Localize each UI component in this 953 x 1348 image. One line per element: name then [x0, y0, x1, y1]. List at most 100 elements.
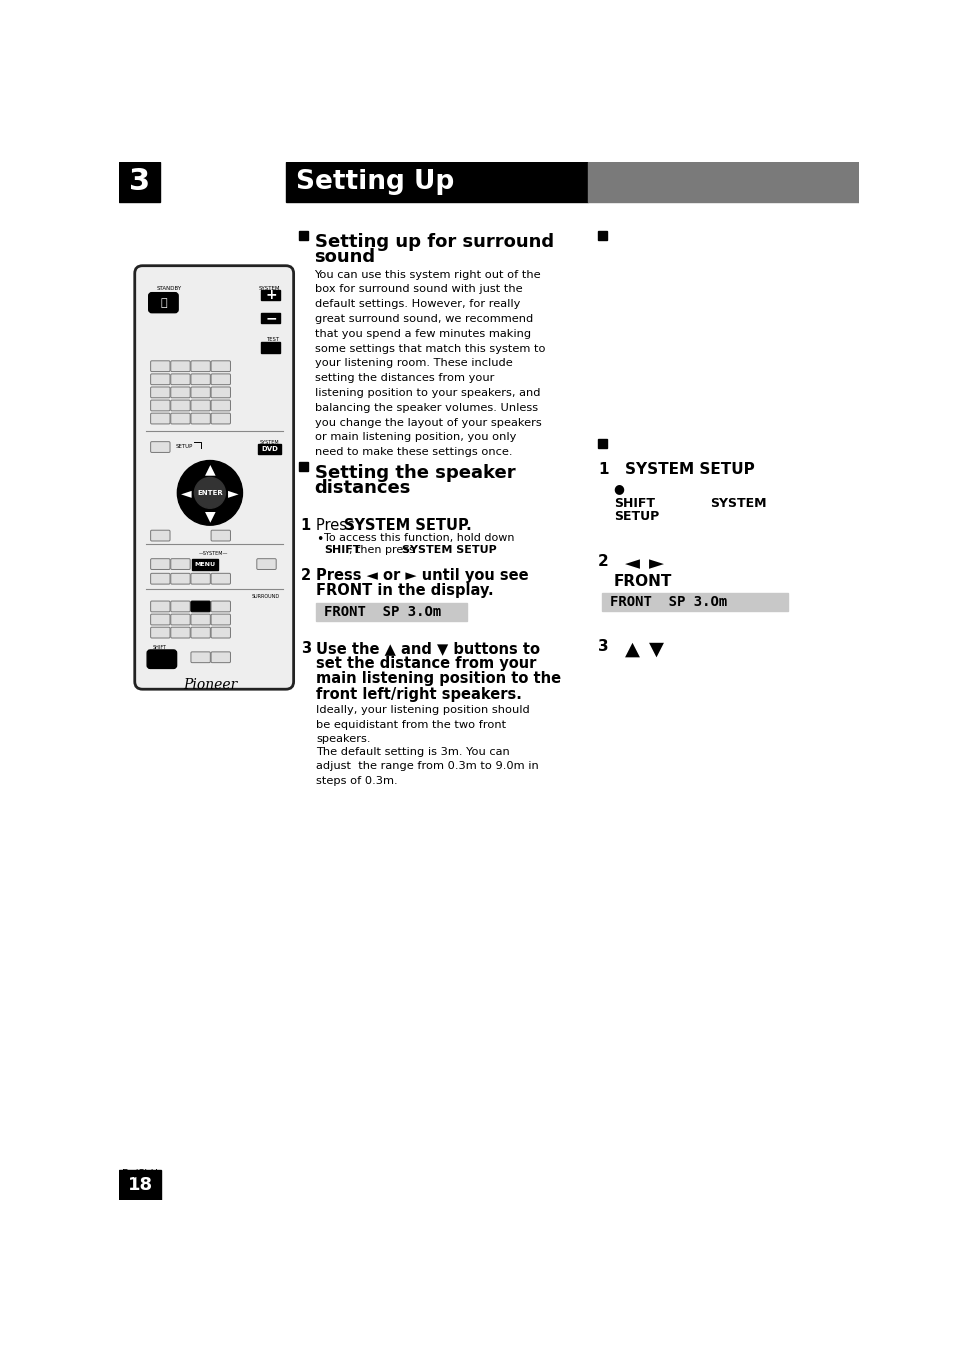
Bar: [298, 231, 308, 240]
FancyBboxPatch shape: [171, 387, 190, 398]
Text: ▲: ▲: [624, 639, 639, 658]
Text: •: •: [315, 532, 323, 546]
FancyBboxPatch shape: [191, 387, 210, 398]
Text: SYSTEM
VOL: SYSTEM VOL: [258, 287, 279, 298]
Text: 1: 1: [598, 462, 608, 477]
Text: To access this function, hold down: To access this function, hold down: [323, 532, 514, 543]
Text: ◄: ◄: [624, 554, 639, 573]
Text: MENU: MENU: [194, 562, 215, 568]
FancyBboxPatch shape: [149, 293, 178, 313]
Text: ⏻: ⏻: [160, 298, 167, 307]
Text: 2: 2: [598, 554, 608, 569]
Text: sound: sound: [314, 248, 375, 266]
Text: SHIFT: SHIFT: [152, 646, 167, 650]
Text: Press: Press: [315, 518, 359, 532]
Text: +: +: [265, 288, 276, 302]
FancyBboxPatch shape: [171, 615, 190, 625]
Text: distances: distances: [314, 479, 411, 497]
Text: SYSTEM SETUP: SYSTEM SETUP: [624, 462, 754, 477]
FancyBboxPatch shape: [171, 558, 190, 569]
FancyBboxPatch shape: [151, 573, 170, 584]
Text: .: .: [464, 545, 468, 555]
FancyBboxPatch shape: [134, 266, 294, 689]
Text: TEST
TONE: TEST TONE: [265, 337, 279, 348]
Text: FRONT: FRONT: [613, 574, 671, 589]
Text: FRONT  SP 3.Om: FRONT SP 3.Om: [609, 596, 726, 609]
Circle shape: [177, 461, 242, 526]
FancyBboxPatch shape: [211, 601, 231, 612]
FancyBboxPatch shape: [151, 627, 170, 638]
FancyBboxPatch shape: [191, 615, 210, 625]
Text: SHIFT: SHIFT: [613, 497, 654, 511]
FancyBboxPatch shape: [191, 361, 210, 372]
FancyBboxPatch shape: [151, 373, 170, 384]
Text: SETUP: SETUP: [175, 443, 193, 449]
Text: SYSTEM SETUP.: SYSTEM SETUP.: [344, 518, 471, 532]
Text: SYSTEM SETUP: SYSTEM SETUP: [402, 545, 497, 555]
FancyBboxPatch shape: [151, 414, 170, 423]
Text: main listening position to the: main listening position to the: [315, 671, 560, 686]
FancyBboxPatch shape: [191, 573, 210, 584]
FancyBboxPatch shape: [171, 627, 190, 638]
Text: STANDBY
/ON: STANDBY /ON: [156, 287, 181, 298]
Bar: [261, 342, 280, 353]
Bar: [261, 313, 280, 324]
FancyBboxPatch shape: [171, 400, 190, 411]
Text: Setting Up: Setting Up: [295, 168, 454, 194]
Text: FRONT  SP 3.Om: FRONT SP 3.Om: [323, 605, 440, 619]
FancyBboxPatch shape: [171, 601, 190, 612]
FancyBboxPatch shape: [211, 361, 231, 372]
FancyBboxPatch shape: [191, 373, 210, 384]
Text: , then press: , then press: [349, 545, 418, 555]
Text: ENTER: ENTER: [197, 489, 223, 496]
Text: You can use this system right out of the
box for surround sound with just the
de: You can use this system right out of the…: [314, 270, 544, 457]
Text: ▲: ▲: [204, 462, 215, 477]
Text: set the distance from your: set the distance from your: [315, 656, 536, 671]
Text: Use the ▲ and ▼ buttons to: Use the ▲ and ▼ buttons to: [315, 640, 539, 655]
Text: ◄: ◄: [181, 485, 192, 500]
FancyBboxPatch shape: [151, 615, 170, 625]
Text: ►: ►: [648, 554, 663, 573]
Bar: [598, 231, 607, 240]
Text: SURROUND: SURROUND: [252, 594, 279, 600]
FancyBboxPatch shape: [147, 650, 176, 669]
Text: 18: 18: [128, 1175, 152, 1194]
Text: FRONT in the display.: FRONT in the display.: [315, 582, 494, 599]
FancyBboxPatch shape: [151, 361, 170, 372]
Bar: [587, 162, 858, 202]
FancyBboxPatch shape: [211, 652, 231, 663]
Bar: [315, 603, 467, 621]
Text: 1: 1: [300, 518, 311, 532]
Text: SETUP: SETUP: [613, 510, 659, 523]
FancyBboxPatch shape: [151, 601, 170, 612]
FancyBboxPatch shape: [171, 414, 190, 423]
Text: Press ◄ or ► until you see: Press ◄ or ► until you see: [315, 568, 528, 582]
Text: En/ChH: En/ChH: [122, 1169, 158, 1180]
Text: 3: 3: [300, 640, 311, 655]
Text: Setting up for surround: Setting up for surround: [314, 233, 553, 251]
Text: DVD: DVD: [261, 446, 277, 452]
FancyBboxPatch shape: [151, 558, 170, 569]
Bar: [298, 462, 308, 472]
Bar: [257, 443, 281, 454]
FancyBboxPatch shape: [211, 615, 231, 625]
FancyBboxPatch shape: [211, 373, 231, 384]
FancyBboxPatch shape: [191, 414, 210, 423]
Bar: [598, 439, 607, 448]
Text: ▼: ▼: [204, 510, 215, 523]
FancyBboxPatch shape: [211, 530, 231, 541]
Bar: [286, 162, 587, 202]
FancyBboxPatch shape: [151, 442, 170, 453]
FancyBboxPatch shape: [211, 387, 231, 398]
Text: SYSTEM: SYSTEM: [710, 497, 766, 511]
FancyBboxPatch shape: [171, 361, 190, 372]
Text: Ideally, your listening position should
be equidistant from the two front
speake: Ideally, your listening position should …: [315, 705, 529, 744]
FancyBboxPatch shape: [151, 530, 170, 541]
Bar: [119, 162, 159, 202]
FancyBboxPatch shape: [171, 373, 190, 384]
Text: The default setting is 3m. You can
adjust  the range from 0.3m to 9.0m in
steps : The default setting is 3m. You can adjus…: [315, 747, 538, 786]
FancyBboxPatch shape: [191, 627, 210, 638]
Text: Pioneer: Pioneer: [183, 678, 236, 693]
Text: —SYSTEM—: —SYSTEM—: [199, 550, 229, 555]
FancyBboxPatch shape: [191, 400, 210, 411]
